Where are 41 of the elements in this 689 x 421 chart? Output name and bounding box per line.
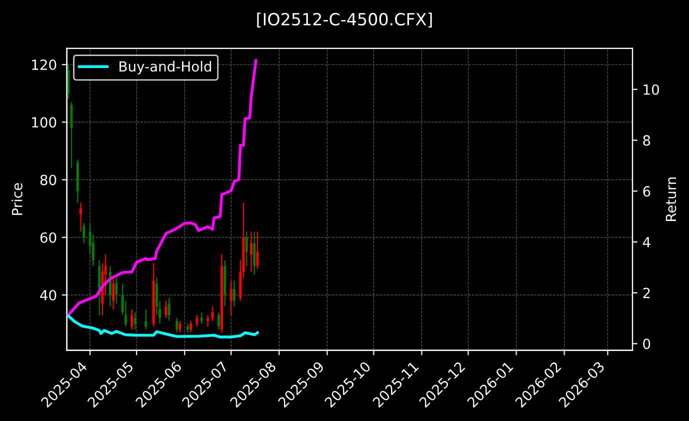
chart-title: [IO2512-C-4500.CFX] — [257, 12, 432, 28]
line-series — [66, 59, 258, 316]
candlestick — [211, 306, 214, 322]
candlestick — [245, 231, 248, 267]
y-tick-label: 80 — [40, 174, 56, 186]
y-axis-title: Price — [12, 183, 22, 215]
candlestick — [178, 320, 182, 333]
candlestick — [200, 312, 203, 324]
candlestick — [217, 312, 220, 330]
y-tick-label: 60 — [40, 232, 56, 243]
y2-tick-label: 6 — [643, 186, 650, 197]
y2-tick-label: 10 — [644, 84, 659, 95]
candlestick — [232, 280, 236, 308]
candlestick — [80, 202, 82, 232]
candlestick — [230, 280, 232, 316]
candlestick — [256, 231, 259, 270]
candlestick — [115, 277, 118, 304]
y2-axis-title: Return — [666, 177, 676, 222]
candlestick — [250, 231, 252, 272]
candlestick — [112, 277, 115, 310]
candlestick — [168, 297, 170, 322]
candlestick — [164, 300, 168, 319]
y2-tick-label: 8 — [643, 135, 650, 146]
legend-label: Buy-and-Hold — [120, 60, 212, 74]
y-tick-label: 100 — [32, 117, 56, 128]
candlestick — [253, 231, 256, 276]
candlestick — [196, 314, 198, 328]
candlestick — [82, 222, 86, 244]
candlestick — [130, 308, 134, 330]
y2-tick-label: 4 — [642, 237, 650, 248]
y2-tick-label: 0 — [643, 338, 650, 350]
y-tick-label: 40 — [40, 290, 56, 300]
y2-tick-label: 2 — [643, 288, 650, 298]
candlestick — [70, 101, 73, 169]
candlestick — [144, 308, 148, 330]
line-series — [66, 314, 259, 338]
candlestick — [190, 320, 192, 333]
candlestick — [206, 314, 210, 328]
candlestick — [134, 312, 136, 330]
candlestick — [176, 317, 178, 333]
y-tick-label: 120 — [32, 60, 56, 70]
